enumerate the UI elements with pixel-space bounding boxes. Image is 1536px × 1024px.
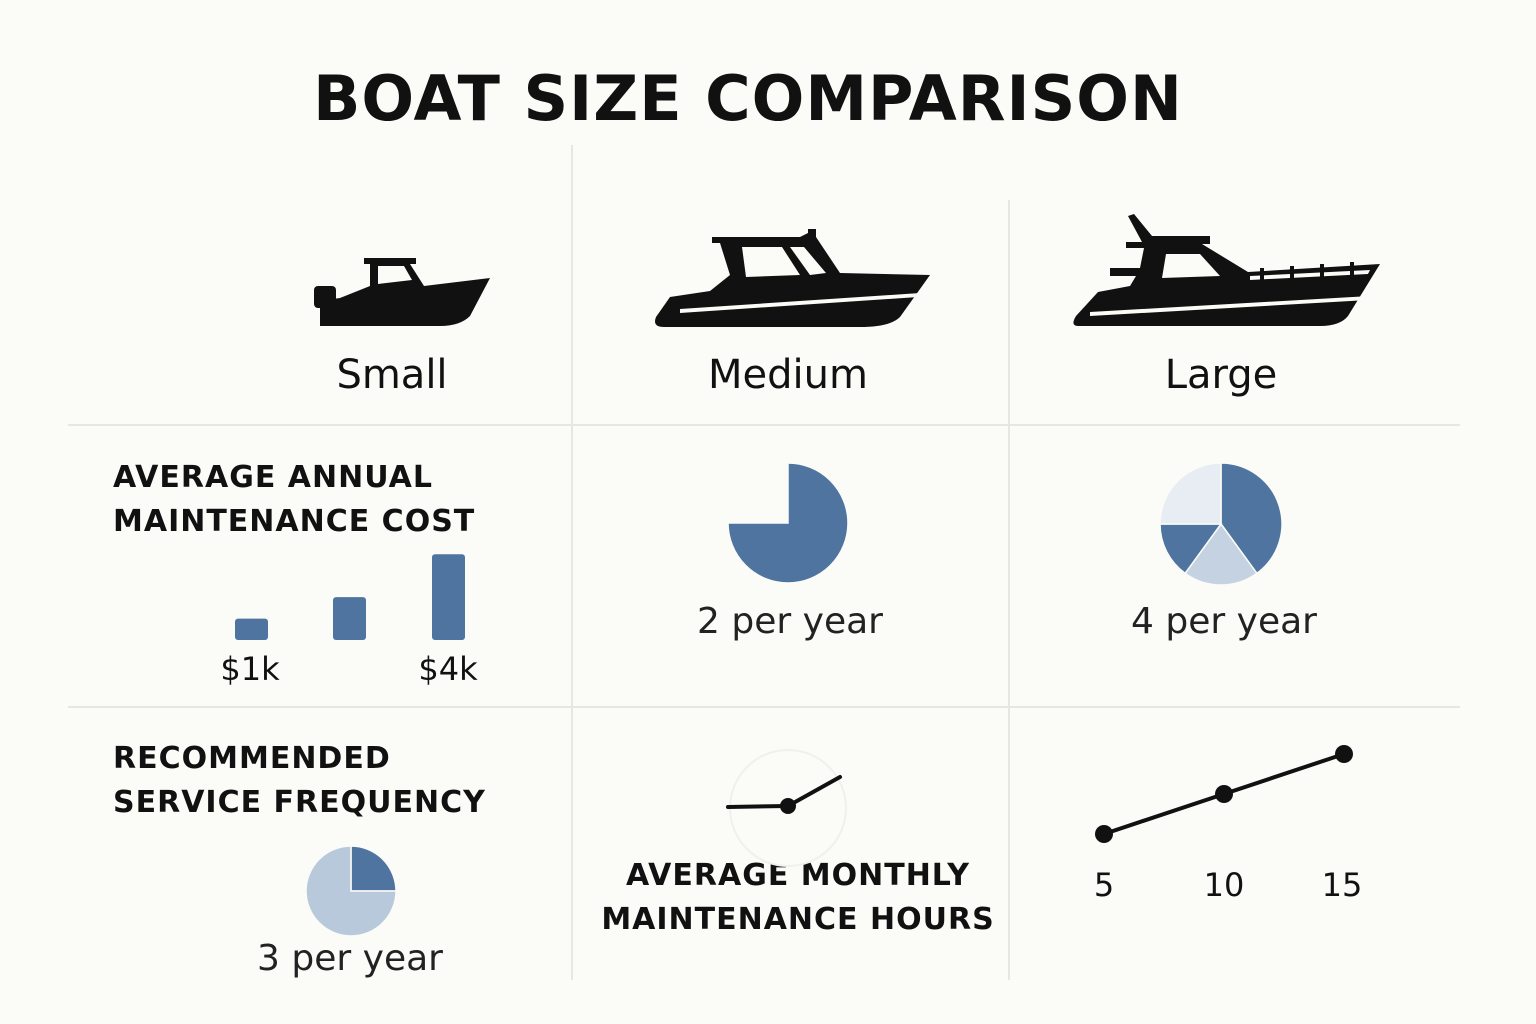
divider-horizontal-1 [68, 424, 1460, 426]
chart-title: BOAT SIZE COMPARISON [313, 62, 1183, 135]
large-pie-slice-0 [1220, 462, 1283, 575]
large-service-pie [1159, 462, 1283, 586]
bar-tick-label-0: $1k [220, 650, 280, 688]
divider-vertical-1 [571, 145, 573, 980]
small-pie-slice-0 [350, 845, 397, 892]
large-pie-slice-1 [1184, 522, 1258, 586]
boat-label-large: Large [1164, 352, 1278, 398]
divider-vertical-2 [1008, 200, 1010, 980]
small-boat-icon [314, 258, 490, 326]
medium-service-pie [727, 462, 849, 584]
annual-cost-heading-line2: MAINTENANCE COST [113, 504, 476, 539]
large-pie-slice-2 [1159, 523, 1223, 575]
medium-service-caption: 2 per year [697, 601, 883, 642]
annual-cost-heading-line1: AVERAGE ANNUAL [113, 460, 433, 495]
bar-tick-label-2: $4k [418, 650, 478, 688]
large-boat-icon [1073, 214, 1380, 326]
bar-medium [333, 597, 366, 640]
medium-pie-slice-0 [727, 462, 849, 584]
boat-label-small: Small [336, 352, 448, 398]
annual-cost-heading: AVERAGE ANNUAL MAINTENANCE COST [113, 456, 475, 544]
boat-label-medium: Medium [708, 352, 868, 398]
annual-cost-bar-chart [235, 554, 465, 640]
medium-boat-icon [655, 229, 930, 327]
hours-point-1 [1215, 785, 1233, 803]
small-pie-slice-1 [305, 845, 397, 937]
small-service-caption: 3 per year [257, 938, 443, 979]
service-frequency-heading-line2: SERVICE FREQUENCY [113, 785, 486, 820]
line-tick-label-2: 15 [1321, 866, 1363, 904]
line-tick-label-1: 10 [1203, 866, 1245, 904]
large-pie-slice-3 [1159, 462, 1222, 525]
monthly-hours-line-chart [1095, 745, 1353, 843]
service-frequency-heading: RECOMMENDED SERVICE FREQUENCY [113, 737, 486, 825]
hours-point-0 [1095, 825, 1113, 843]
small-service-pie [305, 845, 397, 937]
clock-gauge-icon [726, 749, 847, 867]
bar-small [235, 618, 268, 640]
bar-large [432, 554, 465, 640]
monthly-hours-heading-line2: MAINTENANCE HOURS [601, 902, 995, 937]
service-frequency-heading-line1: RECOMMENDED [113, 741, 391, 776]
divider-horizontal-2 [68, 706, 1460, 708]
hours-point-2 [1335, 745, 1353, 763]
large-service-caption: 4 per year [1131, 601, 1317, 642]
line-tick-label-0: 5 [1093, 866, 1115, 904]
